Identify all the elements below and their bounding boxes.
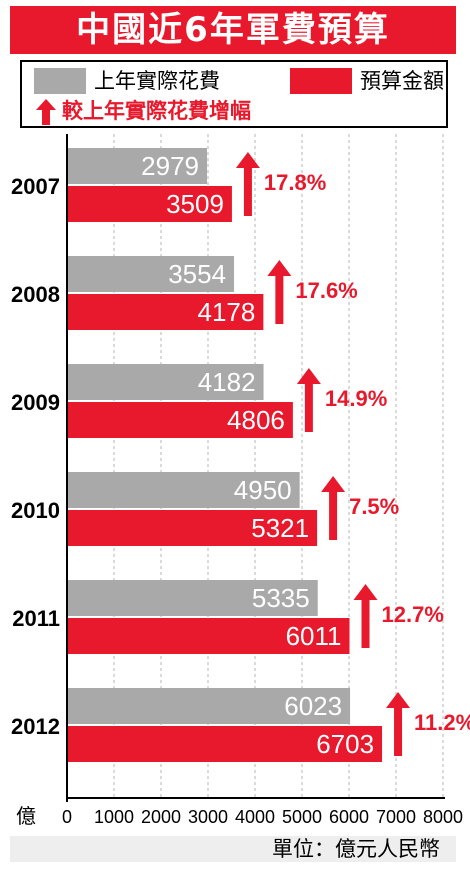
- increase-label-2009: 14.9%: [325, 386, 387, 411]
- increase-label-2010: 7.5%: [349, 494, 399, 519]
- bar-actual-label-2010: 4950: [234, 475, 292, 505]
- x-tick-label-0: 0: [62, 807, 72, 827]
- bar-budget-2009: [67, 402, 293, 438]
- increase-arrow-icon-2007: [235, 152, 260, 216]
- bar-budget-2011: [67, 618, 350, 654]
- increase-arrow-icon-2008: [267, 260, 292, 324]
- bar-actual-label-2012: 6023: [284, 691, 342, 721]
- increase-arrow-icon-2010: [321, 476, 346, 540]
- x-tick-label-1000: 1000: [94, 807, 134, 827]
- bar-budget-label-2010: 5321: [251, 513, 309, 543]
- year-label-2007: 2007: [11, 174, 60, 199]
- bar-budget-label-2011: 6011: [286, 621, 342, 651]
- bar-actual-2007: [67, 148, 208, 184]
- bar-budget-2010: [67, 510, 318, 546]
- legend-label-actual: 上年實際花費: [94, 69, 220, 93]
- chart-title: 中國近6年軍費預算: [10, 6, 456, 54]
- year-label-2011: 2011: [12, 606, 60, 631]
- year-label-2008: 2008: [11, 282, 60, 307]
- bar-actual-2009: [67, 364, 264, 400]
- legend-label-increase: 較上年實際花費增幅: [62, 99, 251, 123]
- bar-budget-label-2009: 4806: [227, 405, 285, 435]
- year-label-2009: 2009: [11, 390, 60, 415]
- footer-bar: 單位：億元人民幣: [10, 836, 456, 862]
- bar-actual-label-2009: 4182: [198, 367, 256, 397]
- year-label-2010: 2010: [11, 498, 60, 523]
- increase-label-2008: 17.6%: [295, 278, 357, 303]
- bar-actual-label-2011: 5335: [252, 583, 310, 613]
- bar-budget-label-2007: 3509: [166, 189, 224, 219]
- legend: 上年實際花費 預算金額 較上年實際花費增幅: [20, 60, 448, 128]
- x-tick-label-5000: 5000: [282, 807, 322, 827]
- x-tick-label-8000: 8000: [423, 807, 463, 827]
- x-tick-label-7000: 7000: [376, 807, 416, 827]
- x-tick-label-4000: 4000: [235, 807, 275, 827]
- x-tick-label-2000: 2000: [141, 807, 181, 827]
- bar-actual-2010: [67, 472, 300, 508]
- bar-budget-label-2008: 4178: [198, 297, 256, 327]
- bar-budget-2007: [67, 186, 232, 222]
- bar-chart: 2979 3509 17.8% 2007 3554 4178 17.6% 2008 4182 48…: [11, 134, 470, 828]
- increase-arrow-icon-2011: [353, 584, 378, 648]
- legend-label-budget: 預算金額: [360, 69, 444, 93]
- bar-budget-label-2012: 6703: [316, 729, 374, 759]
- bar-actual-2008: [67, 256, 235, 292]
- x-tick-label-3000: 3000: [188, 807, 228, 827]
- increase-label-2011: 12.7%: [382, 602, 444, 627]
- bar-actual-label-2007: 2979: [141, 151, 199, 181]
- up-arrow-icon: [36, 99, 56, 125]
- unit-label: 單位：億元人民幣: [272, 837, 440, 861]
- bar-actual-label-2008: 3554: [168, 259, 226, 289]
- increase-arrow-icon-2009: [296, 368, 321, 432]
- legend-swatch-budget: [290, 68, 352, 94]
- x-tick-label-6000: 6000: [329, 807, 369, 827]
- year-label-2012: 2012: [11, 714, 60, 739]
- x-axis-unit-label: 億: [16, 804, 36, 828]
- bar-actual-2012: [67, 688, 351, 724]
- increase-arrow-icon-2012: [386, 692, 411, 756]
- bar-budget-2012: [67, 726, 383, 762]
- bar-actual-2011: [67, 580, 318, 616]
- increase-label-2012: 11.2%: [414, 710, 470, 735]
- bar-budget-2008: [67, 294, 264, 330]
- increase-label-2007: 17.8%: [264, 170, 326, 195]
- legend-swatch-actual: [34, 68, 86, 94]
